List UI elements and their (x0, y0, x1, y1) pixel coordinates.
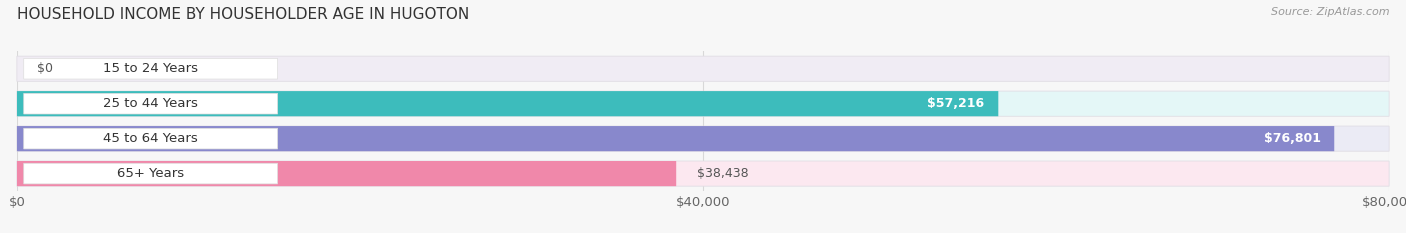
Text: $0: $0 (38, 62, 53, 75)
Text: $76,801: $76,801 (1264, 132, 1320, 145)
FancyBboxPatch shape (24, 58, 277, 79)
FancyBboxPatch shape (17, 91, 1389, 116)
FancyBboxPatch shape (24, 93, 277, 114)
Text: Source: ZipAtlas.com: Source: ZipAtlas.com (1271, 7, 1389, 17)
Text: $57,216: $57,216 (928, 97, 984, 110)
Text: 15 to 24 Years: 15 to 24 Years (103, 62, 198, 75)
Text: HOUSEHOLD INCOME BY HOUSEHOLDER AGE IN HUGOTON: HOUSEHOLD INCOME BY HOUSEHOLDER AGE IN H… (17, 7, 470, 22)
FancyBboxPatch shape (17, 161, 1389, 186)
FancyBboxPatch shape (24, 128, 277, 149)
Text: 45 to 64 Years: 45 to 64 Years (103, 132, 198, 145)
FancyBboxPatch shape (17, 126, 1389, 151)
Text: 65+ Years: 65+ Years (117, 167, 184, 180)
FancyBboxPatch shape (17, 91, 998, 116)
Text: $38,438: $38,438 (697, 167, 748, 180)
FancyBboxPatch shape (17, 161, 676, 186)
Text: 25 to 44 Years: 25 to 44 Years (103, 97, 198, 110)
FancyBboxPatch shape (17, 56, 1389, 81)
FancyBboxPatch shape (17, 126, 1334, 151)
FancyBboxPatch shape (24, 163, 277, 184)
